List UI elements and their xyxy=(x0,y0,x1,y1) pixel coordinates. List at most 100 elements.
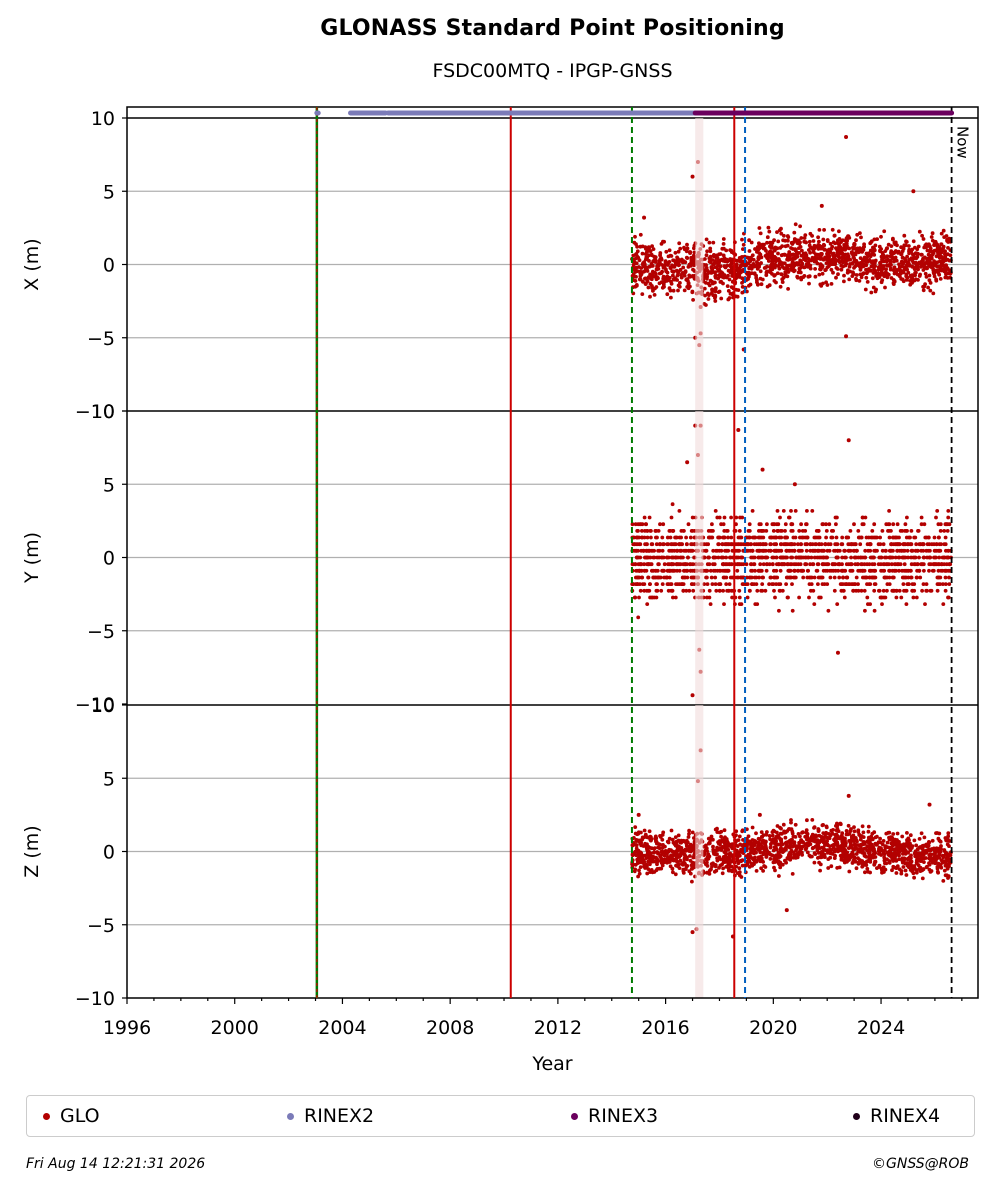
data-point xyxy=(840,238,845,243)
data-point xyxy=(810,234,814,238)
data-point xyxy=(648,294,652,299)
data-point xyxy=(778,515,782,520)
data-point xyxy=(790,542,794,547)
data-point xyxy=(633,562,638,567)
data-point xyxy=(871,271,876,275)
data-point xyxy=(826,866,831,870)
data-point xyxy=(752,264,756,269)
data-point xyxy=(758,269,763,274)
data-point xyxy=(872,862,877,867)
data-point xyxy=(708,260,713,265)
data-point xyxy=(640,860,645,865)
data-point xyxy=(812,555,817,560)
data-point xyxy=(871,555,875,560)
data-point xyxy=(815,261,820,266)
data-point xyxy=(630,852,635,857)
data-point xyxy=(891,522,896,527)
data-point xyxy=(764,529,769,533)
data-point xyxy=(757,575,761,580)
y-tick-label: 5 xyxy=(103,474,115,496)
data-point xyxy=(669,562,674,567)
data-point xyxy=(861,575,865,580)
data-point xyxy=(779,843,783,847)
data-point xyxy=(913,535,918,540)
data-point xyxy=(677,284,682,289)
data-point xyxy=(846,256,851,261)
data-point xyxy=(785,266,790,271)
data-point xyxy=(736,853,740,857)
now-label: Now xyxy=(954,126,972,159)
data-point xyxy=(659,280,664,284)
data-point xyxy=(942,267,947,271)
data-point xyxy=(739,562,744,567)
data-point xyxy=(927,273,932,278)
data-point xyxy=(891,256,895,261)
data-point xyxy=(785,535,789,540)
data-point xyxy=(790,242,795,246)
data-point xyxy=(922,522,927,527)
data-point xyxy=(868,248,873,253)
data-point xyxy=(673,595,678,600)
data-point xyxy=(705,249,709,254)
data-point xyxy=(807,281,811,286)
data-point xyxy=(796,568,800,573)
data-point xyxy=(816,235,820,240)
data-point xyxy=(659,849,664,854)
data-point xyxy=(903,529,907,533)
data-point xyxy=(819,850,824,854)
data-point xyxy=(945,252,950,257)
data-point xyxy=(714,588,719,593)
data-point xyxy=(829,267,834,272)
data-point xyxy=(692,836,696,840)
data-point xyxy=(768,542,773,547)
data-point xyxy=(800,548,804,553)
data-point xyxy=(765,255,769,260)
data-point xyxy=(778,865,783,870)
data-point xyxy=(652,555,657,560)
data-point xyxy=(799,522,803,527)
data-point xyxy=(854,238,858,243)
data-point xyxy=(885,582,890,586)
data-point xyxy=(796,853,801,857)
data-point xyxy=(753,247,757,251)
data-point xyxy=(834,246,838,251)
data-point xyxy=(650,595,655,600)
data-point xyxy=(848,529,853,533)
data-point xyxy=(711,548,716,553)
data-point xyxy=(762,548,767,553)
data-point xyxy=(929,588,934,593)
data-point xyxy=(681,562,686,567)
data-point xyxy=(831,240,836,245)
data-point xyxy=(678,246,683,251)
data-point xyxy=(886,562,891,567)
data-point xyxy=(746,834,751,839)
data-point xyxy=(642,588,647,593)
data-point xyxy=(710,281,715,286)
data-point xyxy=(660,863,665,868)
data-point xyxy=(644,542,649,547)
data-point xyxy=(724,248,729,253)
legend-rinex2-label: RINEX2 xyxy=(304,1105,375,1127)
data-point xyxy=(746,255,750,260)
data-point xyxy=(770,582,774,586)
x-tick-label: 2024 xyxy=(857,1017,905,1039)
data-point xyxy=(681,851,685,856)
data-point xyxy=(875,271,880,276)
data-point xyxy=(783,830,788,835)
data-point xyxy=(934,542,939,547)
data-point xyxy=(659,242,664,246)
data-point xyxy=(682,857,687,861)
data-point xyxy=(688,854,692,858)
data-point xyxy=(834,275,838,280)
data-point xyxy=(764,853,769,858)
data-point xyxy=(852,542,857,547)
data-point xyxy=(785,542,790,547)
data-point xyxy=(741,247,745,252)
data-point xyxy=(793,822,798,827)
data-point xyxy=(804,555,809,560)
data-point xyxy=(842,273,846,278)
data-point xyxy=(905,515,909,520)
data-point xyxy=(775,575,780,580)
data-point xyxy=(717,841,721,846)
data-point xyxy=(719,279,723,284)
